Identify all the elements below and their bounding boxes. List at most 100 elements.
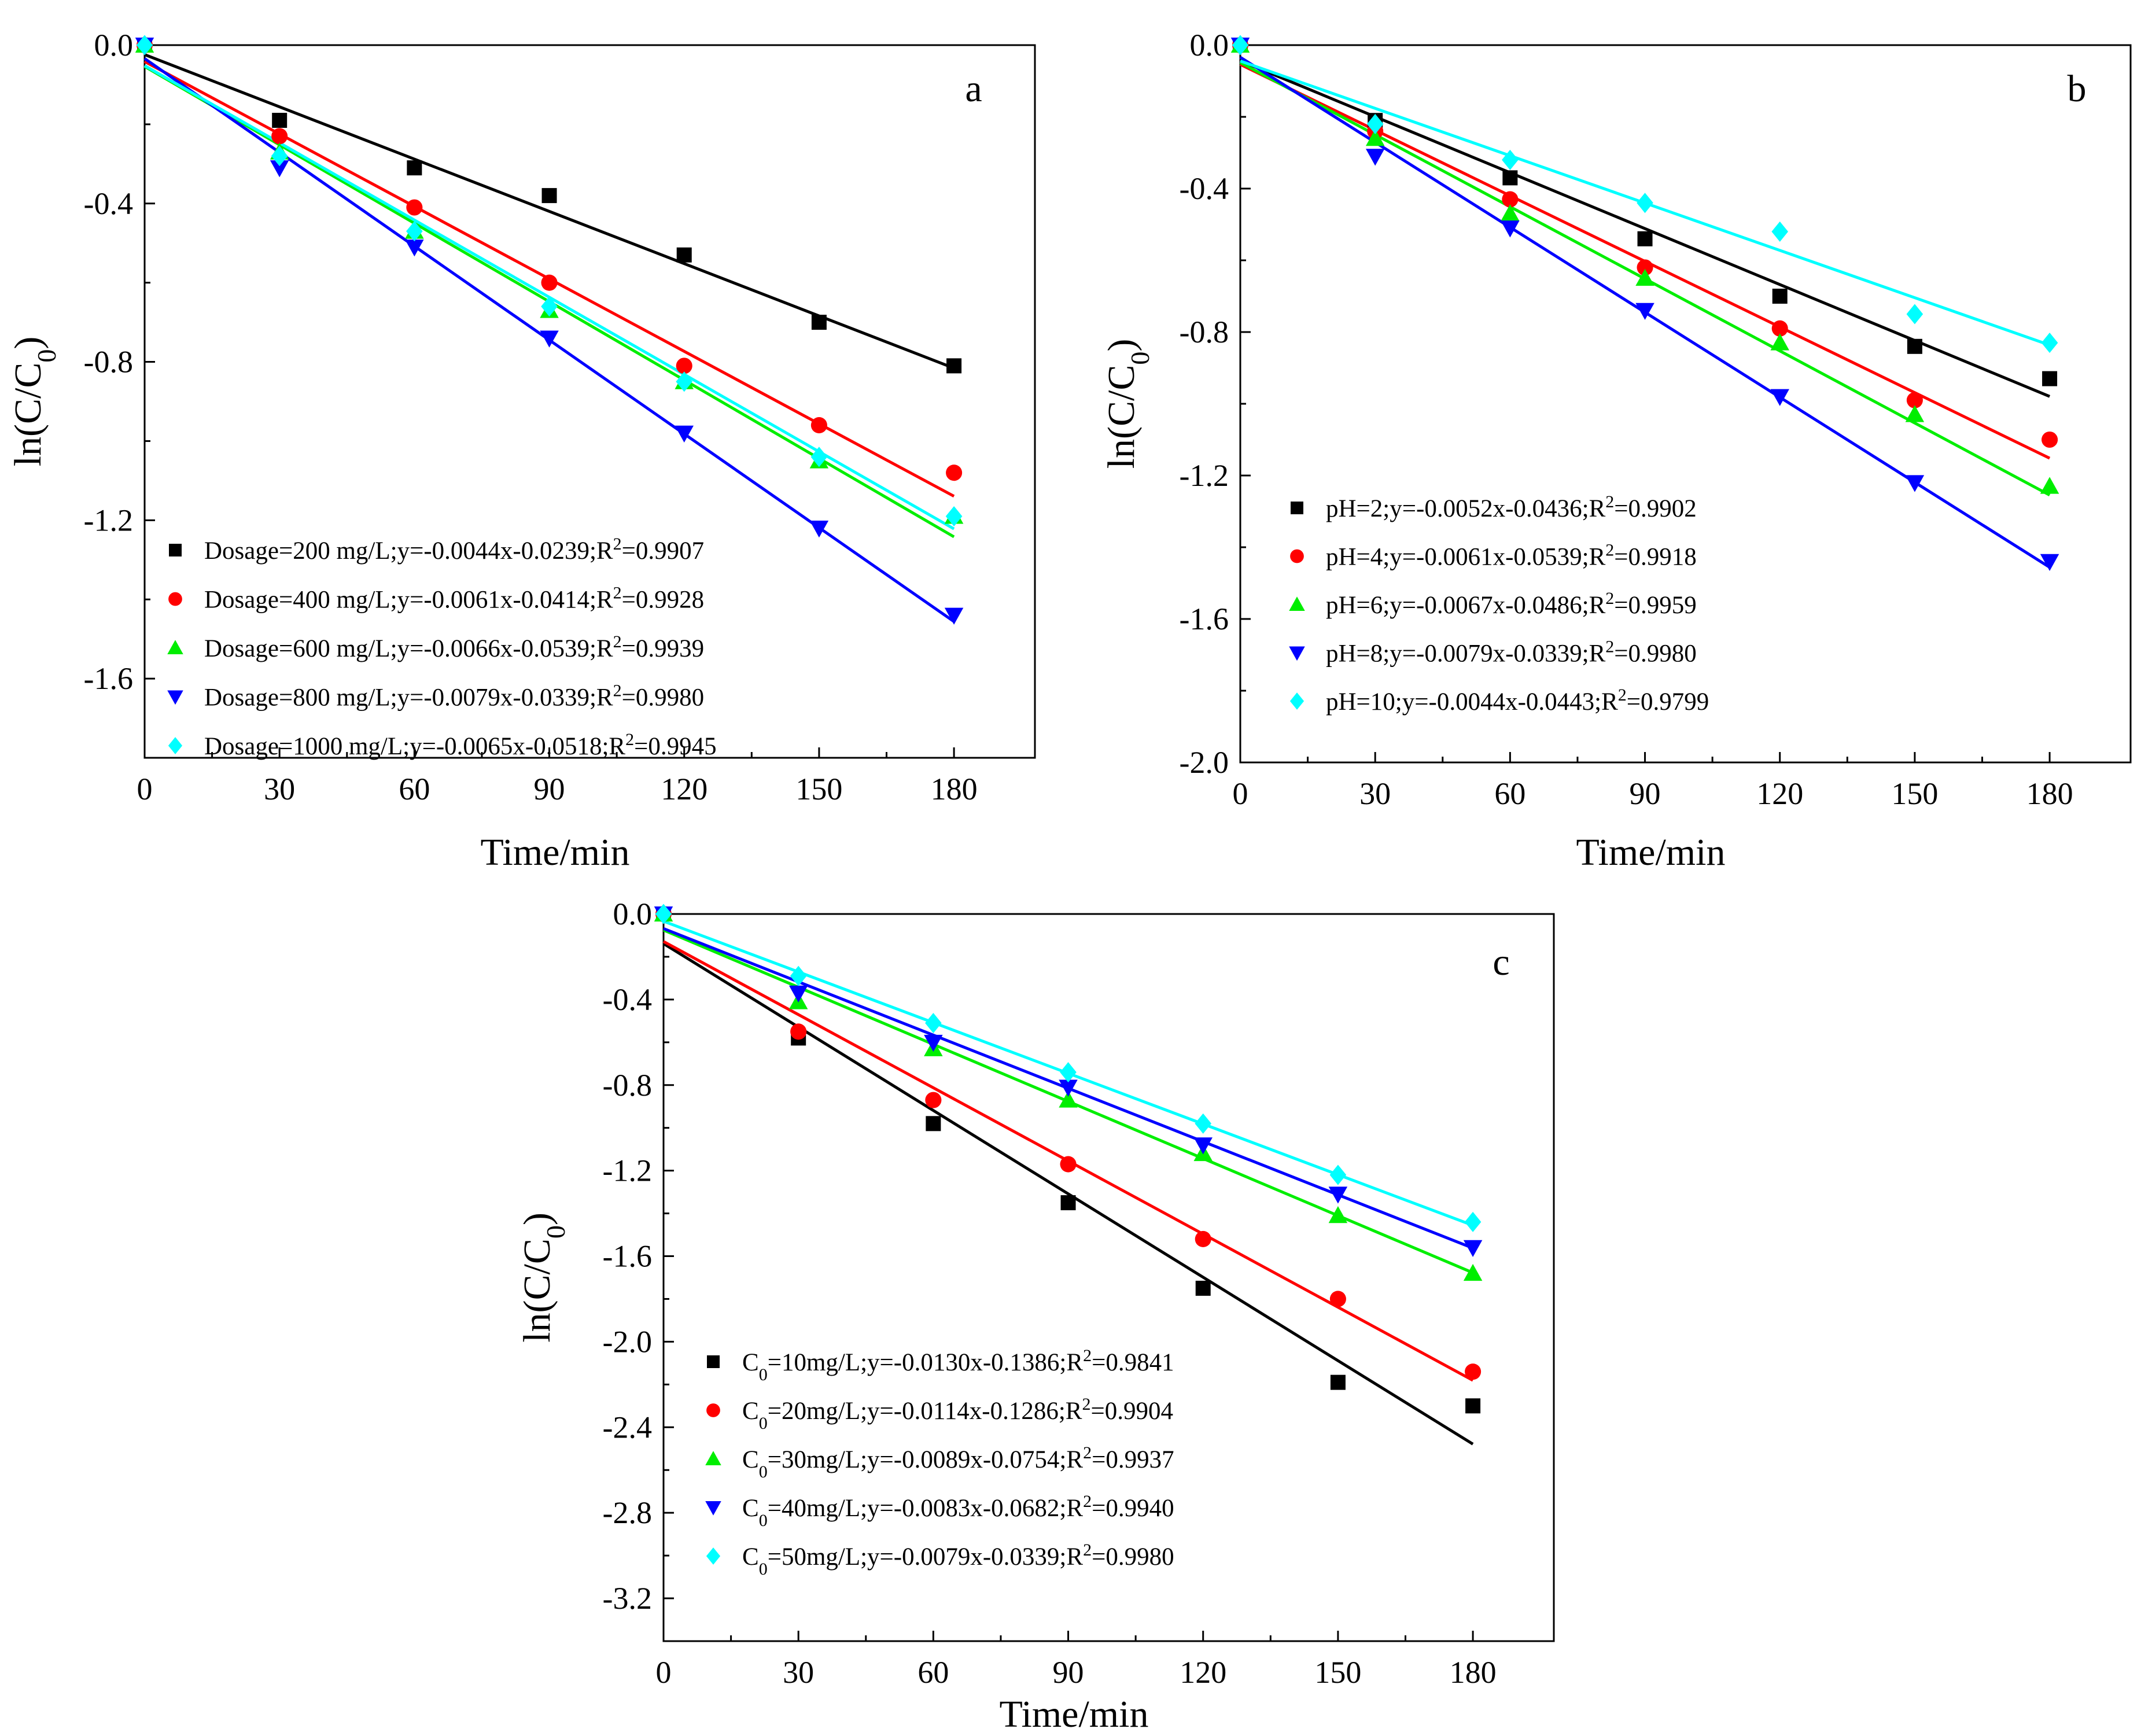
data-point-series-4	[675, 425, 694, 443]
data-point-series-4	[1059, 1079, 1078, 1097]
y-tick-label: -1.2	[1180, 458, 1229, 493]
data-point-series-2	[1465, 1363, 1482, 1380]
data-point-series-2	[1637, 259, 1653, 276]
panel-label: c	[1493, 941, 1509, 983]
legend-label-4: C0=40mg/L;y=-0.0083x-0.0682;R2=0.9940	[742, 1492, 1174, 1530]
panel-label: b	[2068, 68, 2087, 110]
data-point-series-2	[1771, 320, 1788, 337]
y-tick-label: -2.0	[603, 1324, 652, 1359]
panel-label: a	[965, 68, 982, 110]
data-point-series-2	[676, 357, 692, 374]
legend-label-5: Dosage=1000 mg/L;y=-0.0065x-0.0518;R2=0.…	[204, 730, 717, 761]
legend-label-2: Dosage=400 mg/L;y=-0.0061x-0.0414;R2=0.9…	[204, 583, 704, 614]
y-tick-label: 0.0	[94, 28, 134, 62]
chart-panel-a: 0 30 60 90 120 150 180 Time/min 0.0 -0.4 -0.8 -1.2 -…	[7, 28, 1036, 873]
data-point-series-4	[1905, 475, 1925, 492]
legend-label-1: Dosage=200 mg/L;y=-0.0044x-0.0239;R2=0.9…	[204, 535, 704, 565]
data-point-series-5	[1195, 1113, 1212, 1134]
x-tick-label: 90	[1053, 1655, 1084, 1690]
y-tick-label: -1.6	[1180, 602, 1229, 636]
data-point-series-2	[925, 1092, 942, 1108]
data-point-series-4	[924, 1034, 943, 1052]
data-point-series-5	[1366, 113, 1384, 134]
data-point-series-4	[944, 607, 964, 625]
data-point-series-4	[405, 239, 424, 257]
data-point-series-1	[541, 188, 557, 204]
data-point-series-4	[1365, 149, 1385, 166]
data-point-series-3	[1501, 204, 1520, 222]
data-point-series-5	[1060, 1062, 1077, 1083]
x-axis-title: Time/min	[481, 831, 630, 873]
data-point-series-5	[1637, 193, 1653, 213]
y-tick-label: -0.8	[603, 1068, 652, 1103]
legend-label-1: pH=2;y=-0.0052x-0.0436;R2=0.9902	[1326, 492, 1697, 523]
y-tick-label: -3.2	[603, 1581, 652, 1616]
x-tick-label: 0	[137, 772, 153, 806]
legend-label-5: pH=10;y=-0.0044x-0.0443;R2=0.9799	[1326, 685, 1709, 716]
data-point-series-5	[655, 904, 672, 924]
data-point-series-4	[1193, 1137, 1213, 1155]
data-point-series-3	[1059, 1090, 1078, 1108]
legend-label-3: C0=30mg/L;y=-0.0089x-0.0754;R2=0.9937	[742, 1443, 1174, 1481]
x-axis-title: Time/min	[1000, 1693, 1149, 1735]
chart-panel-c: 0 30 60 90 120 150 180 Time/min 0.0 -0.4 -0.8 -1.2 -…	[516, 897, 1555, 1735]
data-point-series-5	[1771, 221, 1789, 242]
data-point-series-5	[1329, 1164, 1347, 1185]
data-point-series-1	[1772, 289, 1788, 304]
data-point-series-2	[2041, 431, 2058, 448]
data-point-series-4	[1501, 220, 1520, 238]
data-point-series-3	[1463, 1263, 1483, 1281]
legend-label-4: pH=8;y=-0.0079x-0.0339;R2=0.9980	[1326, 637, 1697, 668]
legend-marker-2	[1290, 549, 1304, 563]
data-point-series-4	[788, 985, 808, 1003]
data-point-series-2	[406, 199, 423, 216]
data-point-series-1	[1330, 1374, 1346, 1390]
x-tick-label: 150	[795, 772, 842, 806]
data-point-series-3	[1905, 405, 1925, 422]
legend-label-1: C0=10mg/L;y=-0.0130x-0.1386;R2=0.9841	[742, 1346, 1174, 1384]
data-point-series-2	[1906, 392, 1923, 408]
data-point-series-1	[2042, 371, 2058, 386]
legend-label-3: Dosage=600 mg/L;y=-0.0066x-0.0539;R2=0.9…	[204, 632, 704, 663]
data-point-series-3	[1365, 128, 1385, 146]
data-point-series-1	[272, 113, 288, 128]
data-point-series-1	[1907, 338, 1922, 354]
data-point-series-3	[2040, 477, 2059, 494]
panels: 0 30 60 90 120 150 180 Time/min 0.0 -0.4 -0.8 -1.2 -…	[7, 28, 2132, 1735]
data-point-series-5	[541, 296, 558, 317]
y-tick-label: -0.8	[84, 345, 133, 379]
x-tick-label: 150	[1891, 776, 1938, 811]
legend-marker-5	[168, 737, 183, 754]
legend-label-4: Dosage=800 mg/L;y=-0.0079x-0.0339;R2=0.9…	[204, 681, 704, 712]
y-tick-label: -1.6	[603, 1239, 652, 1274]
x-tick-label: 90	[1630, 776, 1661, 811]
legend-marker-4	[167, 690, 183, 705]
legend-label-2: C0=20mg/L;y=-0.0114x-0.1286;R2=0.9904	[742, 1395, 1173, 1433]
legend-label-2: pH=4;y=-0.0061x-0.0539;R2=0.9918	[1326, 540, 1697, 571]
legend-marker-3	[1289, 596, 1305, 611]
data-point-series-2	[946, 465, 963, 481]
data-point-series-2	[1060, 1156, 1077, 1173]
data-point-series-3	[1770, 333, 1789, 351]
data-point-series-1	[676, 247, 692, 263]
data-point-series-5	[925, 1013, 942, 1034]
data-point-series-4	[270, 160, 289, 178]
data-point-series-1	[1465, 1398, 1481, 1414]
x-tick-label: 180	[931, 772, 978, 806]
data-point-series-2	[1195, 1230, 1211, 1247]
x-tick-label: 90	[534, 772, 565, 806]
legend-marker-1	[707, 1355, 720, 1368]
x-tick-label: 120	[1180, 1655, 1226, 1690]
data-point-series-5	[1906, 304, 1923, 325]
legend-marker-4	[1289, 646, 1305, 661]
data-point-series-1	[1637, 231, 1653, 246]
data-point-series-4	[540, 330, 559, 348]
legend-marker-3	[167, 640, 183, 654]
x-tick-label: 60	[1494, 776, 1525, 811]
legend-marker-5	[1289, 692, 1305, 710]
legend-marker-2	[706, 1403, 720, 1417]
x-tick-label: 180	[1450, 1655, 1497, 1690]
data-point-series-5	[1232, 35, 1249, 56]
y-tick-label: -1.2	[603, 1153, 652, 1188]
